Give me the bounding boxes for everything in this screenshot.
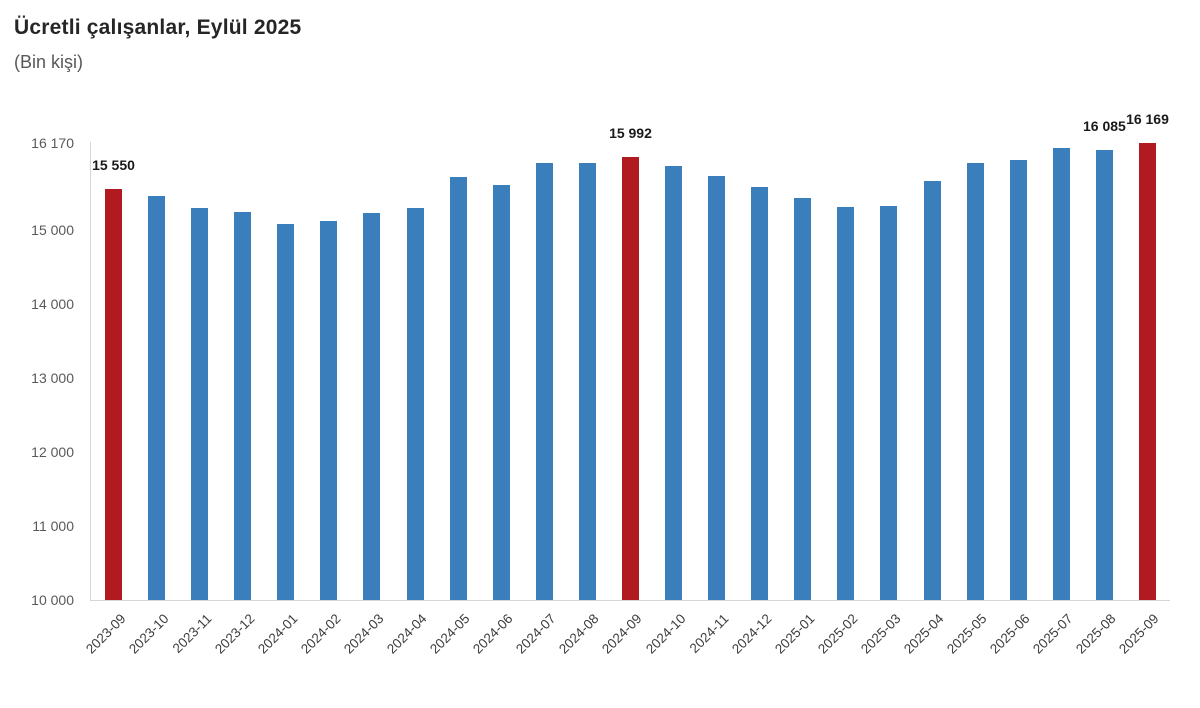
bar-2023-10 [148,196,166,600]
chart-subtitle: (Bin kişi) [14,52,84,72]
bar-2025-06 [1009,159,1027,600]
bar-2025-07 [1052,147,1070,600]
data-label-2025-09: 16 169 [1126,111,1169,128]
bar-2024-02 [320,221,338,600]
bar-2024-08 [578,163,596,600]
bar-2025-02 [837,207,855,600]
y-tick-label: 14 000 [31,296,74,312]
bar-2024-10 [665,166,683,600]
bar-2023-12 [234,212,252,600]
bar-2023-09 [105,189,122,600]
chart-title: Ücretli çalışanlar, Eylül 2025 [14,16,302,39]
bar-2024-04 [406,208,424,600]
bar-2024-12 [751,186,769,600]
bar-2024-11 [708,175,726,600]
bar-2025-09 [1138,143,1156,600]
data-label-2024-09: 15 992 [609,124,652,141]
bar-2024-05 [449,177,467,600]
x-axis-line [90,600,1170,601]
y-tick-label: 10 000 [31,592,74,608]
bar-2024-01 [277,224,295,600]
bar-2024-09 [621,156,639,600]
bar-2025-03 [880,205,898,600]
data-label-2025-08: 16 085 [1082,117,1126,134]
bar-2025-01 [794,197,812,600]
y-tick-label: 13 000 [31,370,74,386]
y-axis-line [90,142,91,601]
y-tick-label: 15 000 [31,222,74,238]
data-label-2023-09: 15 550 [92,157,135,174]
bar-2025-05 [966,163,984,600]
y-tick-label: 16 170 [31,135,74,152]
y-tick-label: 12 000 [31,444,74,460]
bar-2024-03 [363,212,381,600]
bar-2025-08 [1095,149,1113,600]
bar-2024-06 [492,184,510,600]
y-tick-label: 11 000 [32,518,74,534]
bar-2025-04 [923,180,941,600]
bar-2024-07 [535,162,553,600]
bar-2023-11 [191,207,209,600]
